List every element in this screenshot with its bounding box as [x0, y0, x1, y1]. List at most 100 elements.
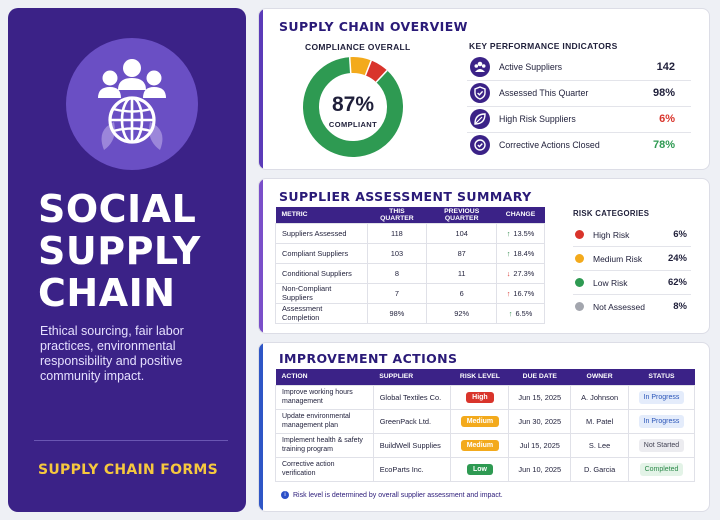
risk-badge: Low	[466, 463, 493, 475]
metric-cell: Conditional Suppliers	[275, 262, 368, 284]
risk-level-cell: High	[450, 384, 510, 410]
compliance-heading: COMPLIANCE OVERALL	[305, 42, 411, 52]
donut-separator	[375, 69, 388, 83]
change-cell: ↑ 13.5%	[496, 222, 545, 244]
risk-level-cell: Low	[450, 456, 510, 482]
column-header: OWNER	[570, 369, 629, 385]
due-date-cell: Jun 30, 2025	[508, 408, 572, 434]
assessment-table: METRIC THIS QUARTER PREVIOUS QUARTER CHA…	[275, 207, 545, 324]
owner-cell: M. Patel	[570, 408, 630, 434]
hero-divider	[34, 440, 228, 441]
shield-check-icon	[470, 83, 490, 103]
status-badge: Completed	[639, 462, 684, 476]
actions-title: IMPROVEMENT ACTIONS	[279, 351, 458, 366]
column-header: STATUS	[628, 369, 695, 385]
people-globe-leaves-icon	[66, 38, 198, 170]
due-date-cell: Jun 10, 2025	[508, 456, 572, 482]
overview-title: SUPPLY CHAIN OVERVIEW	[279, 19, 468, 34]
actions-table: ACTION SUPPLIER RISK LEVEL DUE DATE OWNE…	[275, 369, 695, 482]
risk-value: 24%	[667, 253, 687, 264]
kpi-row-high-risk: High Risk Suppliers 6%	[467, 107, 691, 133]
previous-quarter-cell: 87	[426, 242, 498, 264]
status-badge: In Progress	[638, 414, 685, 428]
change-cell: ↓ 27.3%	[496, 262, 545, 284]
owner-cell: A. Johnson	[570, 384, 630, 410]
risk-label: Not Assessed	[593, 302, 645, 312]
hero-footer: SUPPLY CHAIN FORMS	[38, 462, 219, 478]
owner-cell: S. Lee	[570, 432, 630, 458]
table-row: Improve working hours management Global …	[275, 384, 695, 410]
this-quarter-cell: 8	[366, 262, 428, 284]
metric-cell: Suppliers Assessed	[275, 222, 368, 244]
kpi-label: Corrective Actions Closed	[499, 140, 600, 150]
status-dot-icon	[575, 254, 584, 263]
column-header: THIS QUARTER	[367, 207, 427, 223]
card-accent	[259, 343, 263, 511]
previous-quarter-cell: 104	[426, 222, 498, 244]
change-value: 16.7%	[513, 288, 535, 298]
status-dot-icon	[575, 278, 584, 287]
risk-label: Medium Risk	[593, 254, 643, 264]
table-header-row: METRIC THIS QUARTER PREVIOUS QUARTER CHA…	[275, 207, 545, 223]
supplier-cell: GreenPack Ltd.	[372, 408, 452, 434]
status-cell: In Progress	[628, 384, 695, 410]
kpi-value: 78%	[652, 139, 675, 151]
compliance-label: COMPLIANT	[328, 120, 378, 129]
due-date-cell: Jul 15, 2025	[508, 432, 572, 458]
risk-value: 8%	[673, 301, 687, 312]
assessment-card: SUPPLIER ASSESSMENT SUMMARY METRIC THIS …	[258, 178, 710, 334]
kpi-label: Active Suppliers	[499, 62, 563, 72]
action-cell: Implement health & safety training progr…	[275, 432, 374, 458]
action-cell: Update environmental management plan	[275, 408, 374, 434]
card-accent	[259, 179, 263, 333]
status-dot-icon	[575, 230, 584, 239]
metric-cell: Non-Compliant Suppliers	[275, 282, 368, 304]
risk-categories-heading: RISK CATEGORIES	[573, 209, 650, 218]
column-header: RISK LEVEL	[450, 369, 509, 385]
status-badge: Not Started	[638, 438, 685, 452]
due-date-cell: Jun 15, 2025	[508, 384, 572, 410]
action-cell: Corrective action verification	[275, 456, 374, 482]
status-cell: Completed	[628, 456, 695, 482]
leaf-icon	[470, 109, 490, 129]
check-circle-icon	[470, 135, 490, 155]
donut-separator	[348, 57, 352, 74]
risk-label: High Risk	[593, 230, 630, 240]
compliance-value: 87%	[331, 93, 375, 116]
kpi-row-assessed-quarter: Assessed This Quarter 98%	[467, 81, 691, 107]
kpi-row-corrective-actions: Corrective Actions Closed 78%	[467, 133, 691, 159]
change-value: 18.4%	[513, 248, 535, 258]
risk-row-not-assessed: Not Assessed 8%	[573, 295, 691, 319]
change-cell: ↑ 18.4%	[496, 242, 545, 264]
risk-level-cell: Medium	[450, 408, 510, 434]
owner-cell: D. Garcia	[570, 456, 630, 482]
status-dot-icon	[575, 302, 584, 311]
change-value: 6.5%	[515, 308, 533, 318]
kpi-heading: KEY PERFORMANCE INDICATORS	[469, 41, 618, 51]
this-quarter-cell: 103	[366, 242, 428, 264]
card-accent	[259, 9, 263, 169]
info-icon: i	[281, 491, 289, 499]
column-header: SUPPLIER	[373, 369, 451, 385]
hero-title: SOCIAL SUPPLY CHAIN	[38, 188, 201, 314]
risk-badge: Medium	[460, 439, 500, 451]
column-header: METRIC	[275, 207, 368, 223]
arrow-up-icon: ↑	[506, 288, 511, 298]
risk-value: 62%	[667, 277, 687, 288]
column-header: CHANGE	[496, 207, 545, 223]
kpi-row-active-suppliers: Active Suppliers 142	[467, 55, 691, 81]
table-row: Non-Compliant Suppliers 7 6 ↑ 16.7%	[275, 282, 545, 304]
risk-row-low: Low Risk 62%	[573, 271, 691, 295]
table-row: Implement health & safety training progr…	[275, 432, 695, 458]
status-cell: Not Started	[628, 432, 695, 458]
previous-quarter-cell: 11	[426, 262, 498, 284]
kpi-value: 142	[656, 61, 675, 73]
change-value: 27.3%	[513, 268, 535, 278]
table-row: Assessment Completion 98% 92% ↑ 6.5%	[275, 302, 545, 324]
table-row: Compliant Suppliers 103 87 ↑ 18.4%	[275, 242, 545, 264]
supplier-cell: BuildWell Supplies	[372, 432, 452, 458]
metric-cell: Assessment Completion	[275, 302, 368, 324]
risk-level-cell: Medium	[450, 432, 510, 458]
arrow-up-icon: ↑	[506, 248, 511, 258]
footnote-text: Risk level is determined by overall supp…	[293, 491, 503, 499]
